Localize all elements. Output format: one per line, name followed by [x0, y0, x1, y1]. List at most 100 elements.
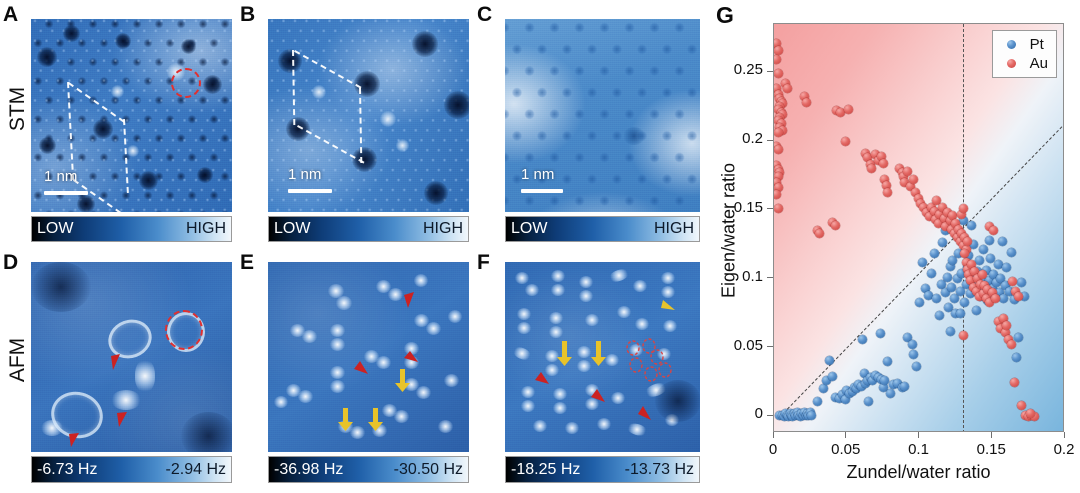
x-tick [990, 432, 992, 438]
legend-item-pt: Pt [999, 35, 1048, 54]
data-point-pt [935, 311, 945, 321]
data-point-pt [920, 283, 930, 293]
data-point-au [909, 175, 919, 185]
data-point-au [900, 177, 910, 187]
data-point-au [987, 288, 997, 298]
data-point-au [871, 150, 881, 160]
data-point-pt [824, 355, 834, 365]
data-point-au [964, 270, 974, 280]
data-point-pt [923, 290, 933, 300]
data-point-au [970, 267, 980, 277]
data-point-pt [960, 297, 970, 307]
arrow-annotations [338, 292, 418, 431]
y-tick-label: 0.25 [733, 61, 763, 79]
data-point-au [941, 221, 951, 231]
legend-marker-au-icon [1006, 59, 1016, 68]
data-point-pt [827, 372, 837, 382]
data-point-pt [965, 289, 975, 299]
data-point-au [957, 209, 967, 219]
data-point-au [862, 153, 872, 163]
data-point-au [781, 78, 791, 88]
data-point-au [774, 183, 783, 193]
chart-legend: Pt Au [991, 30, 1057, 78]
x-tick-label: 0.2 [1053, 441, 1075, 458]
colorbar-high-label: HIGH [423, 220, 463, 237]
data-point-pt [971, 305, 981, 315]
data-point-pt [929, 249, 939, 259]
data-point-au [933, 219, 943, 229]
colorbar-low-label: LOW [511, 220, 548, 237]
data-point-pt [907, 340, 917, 350]
data-point-pt [1005, 286, 1015, 296]
data-point-pt [813, 396, 823, 406]
data-point-pt [1009, 294, 1019, 304]
data-point-pt [864, 396, 874, 406]
x-tick [918, 432, 919, 438]
data-point-au [877, 151, 887, 161]
data-point-au [925, 212, 935, 222]
legend-label-pt: Pt [1029, 36, 1044, 53]
data-point-pt [952, 274, 962, 284]
data-point-au [898, 172, 908, 182]
scale-bar [521, 189, 563, 193]
panel-letter-g: G [716, 2, 734, 28]
data-point-au [906, 181, 916, 191]
panel-a-colorbar: LOW HIGH [31, 216, 232, 242]
data-point-au [942, 208, 952, 218]
data-point-pt [1000, 281, 1010, 291]
data-point-au [999, 314, 1009, 324]
panel-e-colorbar: -36.98 Hz -30.50 Hz [268, 456, 469, 483]
data-point-au [774, 55, 782, 65]
data-point-pt [1013, 333, 1023, 343]
data-point-pt [893, 378, 903, 388]
data-point-pt [961, 279, 971, 289]
data-point-au [951, 219, 961, 229]
data-point-pt [1002, 263, 1012, 273]
data-point-pt [938, 238, 948, 248]
data-point-pt [903, 333, 913, 343]
data-point-au [929, 206, 939, 216]
data-point-au [774, 177, 782, 187]
data-point-au [880, 175, 890, 185]
colorbar-high-label: -13.73 Hz [624, 460, 694, 478]
data-point-pt [821, 376, 831, 386]
data-point-pt [955, 286, 965, 296]
data-point-au [910, 187, 920, 197]
panel-letter-d: D [3, 251, 19, 274]
data-point-au [948, 210, 958, 220]
data-point-au [973, 274, 983, 284]
data-point-au [965, 275, 975, 285]
row-label-afm: AFM [6, 337, 29, 383]
data-point-au [932, 195, 942, 205]
scatter-plot-area: Pt Au [773, 23, 1064, 432]
data-point-pt [945, 261, 955, 271]
data-point-pt [955, 308, 965, 318]
panel-letter-c: C [477, 3, 493, 26]
data-point-pt [942, 272, 952, 282]
data-point-pt [948, 256, 958, 266]
panel-letter-b: B [240, 3, 256, 26]
data-point-au [866, 164, 876, 174]
x-tick [845, 432, 847, 438]
data-point-pt [858, 334, 868, 344]
arrow-annotations [535, 300, 675, 420]
legend-label-au: Au [1029, 55, 1048, 72]
colorbar-low-label: -36.98 Hz [274, 460, 344, 478]
data-point-au [774, 128, 783, 138]
data-point-au [939, 213, 949, 223]
data-point-pt [997, 237, 1007, 247]
data-point-pt [932, 293, 942, 303]
data-points-layer [774, 24, 1063, 431]
data-point-au [836, 107, 846, 117]
panel-f-afm-image [505, 262, 700, 452]
data-point-pt [818, 384, 828, 394]
colorbar-low-label: LOW [37, 220, 74, 237]
data-point-pt [926, 268, 936, 278]
colorbar-high-label: -30.50 Hz [393, 460, 463, 478]
data-point-au [1009, 377, 1019, 387]
colorbar-low-label: LOW [274, 220, 311, 237]
scale-bar-label: 1 nm [44, 168, 78, 185]
data-point-au [814, 228, 824, 238]
data-point-au [958, 330, 968, 340]
defect-marker-circle [165, 310, 203, 350]
